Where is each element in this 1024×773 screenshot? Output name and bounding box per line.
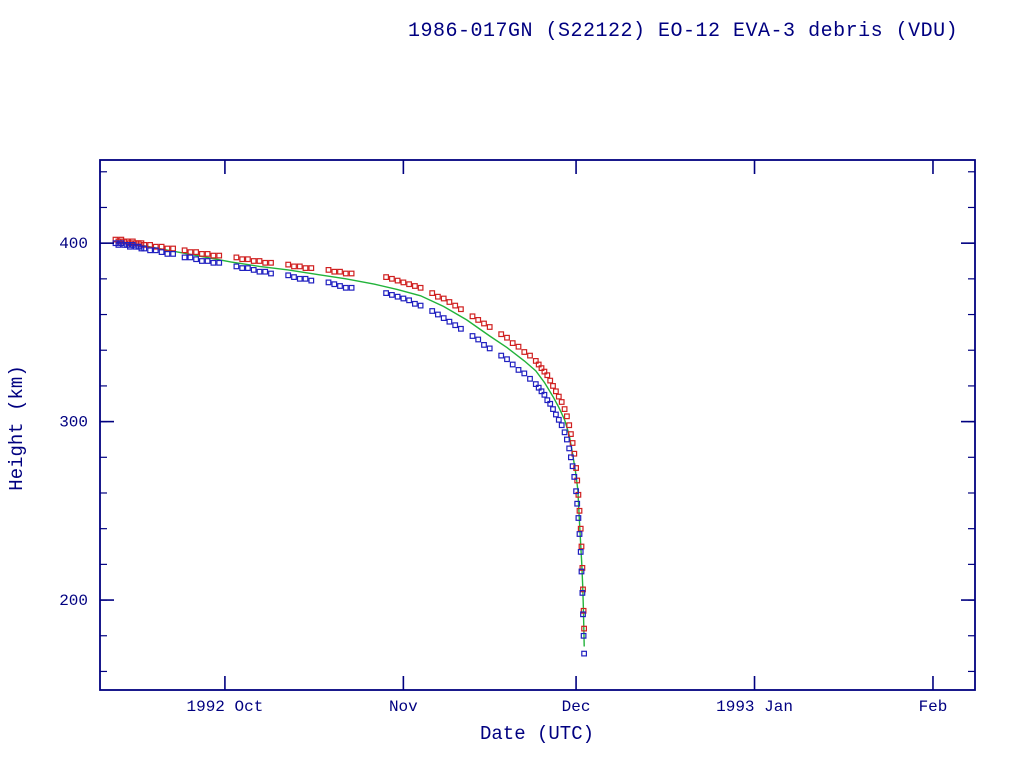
y-axis-title: Height (km) [6,365,28,490]
axis-ticks: 200 300 400 1992 Oct Nov Dec 1993 Jan Feb [59,160,975,716]
x-axis-title: Date (UTC) [480,723,594,745]
perigee-height-series [112,240,587,657]
decay-fit-series [115,240,585,647]
y-tick-label: 200 [59,592,88,610]
x-tick-label: Dec [562,698,591,716]
x-tick-label: Feb [919,698,948,716]
apogee-height-series [112,236,587,632]
x-tick-label: Nov [389,698,418,716]
y-tick-label: 400 [59,235,88,253]
y-tick-label: 300 [59,414,88,432]
x-tick-label: 1993 Jan [716,698,793,716]
plot-frame [99,159,976,691]
x-tick-label: 1992 Oct [187,698,264,716]
chart-title: 1986-017GN (S22122) EO-12 EVA-3 debris (… [408,20,959,43]
data-series [112,236,587,657]
